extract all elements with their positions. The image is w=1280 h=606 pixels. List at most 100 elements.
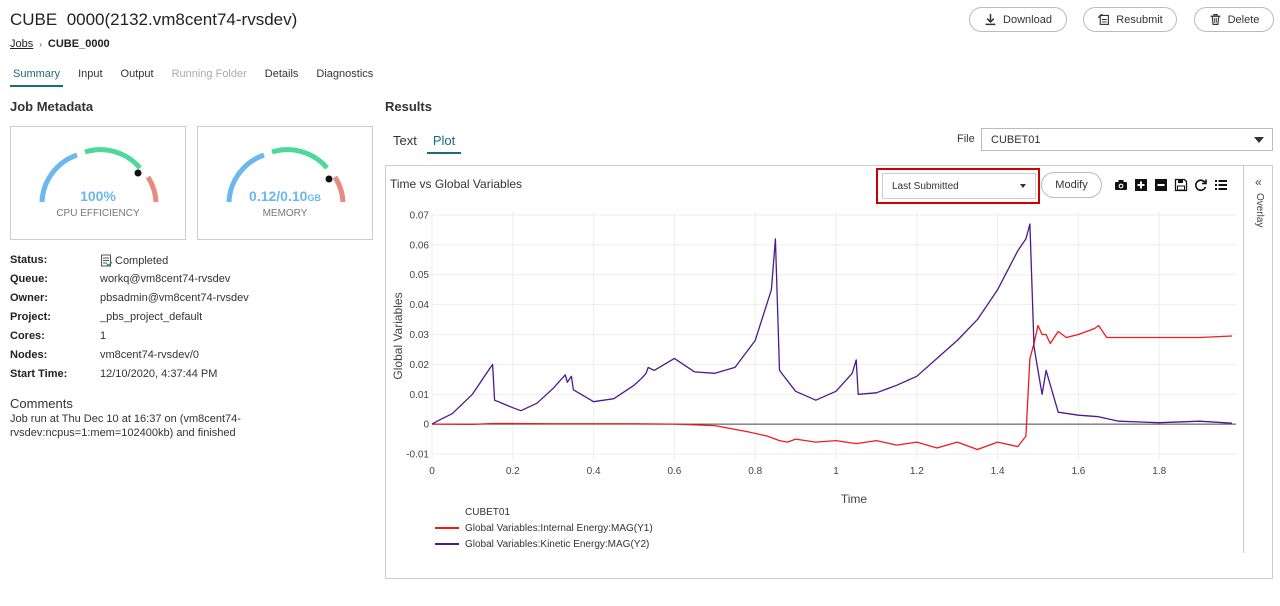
meta-key: Queue: — [10, 273, 48, 285]
meta-row-status: Status: Completed — [10, 254, 168, 267]
tab-input[interactable]: Input — [78, 68, 103, 80]
y-tick-label: 0.07 — [410, 210, 430, 221]
meta-value: workq@vm8cent74-rvsdev — [100, 273, 231, 285]
file-label: File — [957, 133, 975, 145]
gauge-segment-mid — [271, 147, 329, 170]
overlay-panel-toggle[interactable]: « Overlay — [1243, 165, 1273, 553]
cpu-efficiency-card: 100% CPU EFFICIENCY — [10, 126, 186, 240]
selection-highlight-box — [876, 168, 1040, 204]
cpu-label: CPU EFFICIENCY — [56, 208, 140, 219]
x-tick-label: 0.4 — [587, 466, 601, 477]
meta-key: Project: — [10, 311, 51, 323]
meta-value: 1 — [100, 330, 107, 342]
plot-panel — [385, 165, 1273, 579]
tab-running-folder: Running Folder — [171, 68, 247, 80]
breadcrumb: Jobs › CUBE_0000 — [10, 38, 110, 50]
camera-icon[interactable] — [1114, 178, 1128, 192]
comments-title: Comments — [10, 396, 73, 411]
plot-toolbar — [1114, 178, 1228, 192]
save-icon[interactable] — [1174, 178, 1188, 192]
y-axis-title: Global Variables — [391, 292, 405, 379]
memory-value: 0.12/0.10GB — [249, 188, 321, 204]
legend-item-series-2[interactable]: Global Variables:Kinetic Energy:MAG(Y2) — [435, 536, 653, 552]
results-title: Results — [385, 99, 432, 114]
legend-title: CUBET01 — [465, 506, 511, 518]
completed-icon — [101, 254, 113, 267]
reset-icon[interactable] — [1194, 178, 1208, 192]
chevron-down-icon — [1020, 184, 1026, 188]
download-label: Download — [1003, 13, 1052, 26]
x-tick-label: 0 — [429, 466, 435, 477]
memory-card: 0.12/0.10GB MEMORY — [197, 126, 373, 240]
file-select[interactable]: CUBET01 — [981, 128, 1273, 151]
gauge-segment-high — [332, 175, 346, 203]
meta-row-nodes: Nodes: vm8cent74-rvsdev/0 — [10, 349, 199, 361]
x-tick-label: 1.4 — [991, 466, 1005, 477]
title-prefix: CUBE — [10, 10, 58, 29]
gauge-needle-dot — [134, 169, 142, 177]
meta-value: vm8cent74-rvsdev/0 — [100, 349, 200, 361]
resubmit-button[interactable]: Resubmit — [1083, 7, 1177, 32]
x-tick-label: 0.6 — [667, 466, 681, 477]
zoom-in-icon[interactable] — [1134, 178, 1148, 192]
y-tick-label: -0.01 — [406, 450, 429, 461]
meta-row-project: Project: _pbs_project_default — [10, 311, 202, 323]
plot-title: Time vs Global Variables — [390, 177, 523, 191]
tab-text[interactable]: Text — [393, 133, 417, 148]
chevron-down-icon — [1254, 136, 1264, 143]
breadcrumb-current: CUBE_0000 — [47, 38, 110, 50]
download-button[interactable]: Download — [969, 7, 1067, 32]
breadcrumb-separator: › — [39, 39, 42, 49]
resubmit-icon — [1098, 14, 1110, 25]
meta-key: Cores: — [10, 330, 45, 342]
submission-select[interactable]: Last Submitted — [882, 173, 1036, 199]
gauge-segment-mid — [84, 147, 142, 170]
y-tick-label: 0.06 — [410, 240, 430, 251]
y-tick-label: 0.04 — [410, 300, 430, 311]
series-line-2 — [431, 223, 1233, 425]
meta-key: Owner: — [10, 292, 48, 304]
tab-details[interactable]: Details — [264, 68, 299, 80]
meta-key: Status: — [10, 254, 48, 266]
y-tick-label: 0.03 — [410, 330, 430, 341]
series-line-1 — [431, 324, 1233, 451]
y-tick-label: 0.05 — [410, 270, 430, 281]
x-axis-title: Time — [841, 492, 868, 506]
line-chart[interactable]: 0 0.2 0.4 0.6 0.8 1 1.2 1.4 1.6 1.8-0.0100.010.02… — [386, 200, 1246, 510]
comments-text: Job run at Thu Dec 10 at 16:37 on (vm8ce… — [10, 413, 241, 439]
job-tabs: Summary Input Output Running Folder Deta… — [10, 68, 388, 87]
legend-swatch — [435, 543, 459, 545]
results-tabs: Text Plot — [393, 133, 473, 154]
meta-row-owner: Owner: pbsadmin@vm8cent74-rvsdev — [10, 292, 249, 304]
meta-value: pbsadmin@vm8cent74-rvsdev — [100, 292, 249, 304]
cpu-value: 100% — [80, 188, 116, 204]
gauge-segment-low — [39, 152, 78, 203]
meta-key: Nodes: — [10, 349, 48, 361]
x-tick-label: 0.8 — [748, 466, 762, 477]
y-tick-label: 0 — [423, 420, 429, 431]
delete-label: Delete — [1227, 13, 1260, 26]
gauge-segment-high — [145, 175, 159, 203]
x-tick-label: 1.2 — [910, 466, 924, 477]
list-icon[interactable] — [1214, 178, 1228, 192]
y-tick-label: 0.02 — [410, 360, 430, 371]
x-tick-label: 0.2 — [506, 466, 520, 477]
legend-item-series-1[interactable]: Global Variables:Internal Energy:MAG(Y1) — [435, 520, 653, 536]
tab-summary[interactable]: Summary — [10, 68, 64, 87]
collapse-chevron-icon: « — [1255, 175, 1262, 189]
delete-button[interactable]: Delete — [1194, 7, 1274, 32]
tab-diagnostics[interactable]: Diagnostics — [316, 68, 374, 80]
breadcrumb-jobs-link[interactable]: Jobs — [10, 38, 34, 50]
tab-plot[interactable]: Plot — [426, 133, 462, 154]
modify-button[interactable]: Modify — [1041, 172, 1102, 198]
legend-label: Global Variables:Kinetic Energy:MAG(Y2) — [465, 538, 650, 550]
x-tick-label: 1.6 — [1071, 466, 1085, 477]
file-select-value: CUBET01 — [991, 133, 1041, 146]
meta-key: Start Time: — [10, 368, 68, 380]
tab-output[interactable]: Output — [120, 68, 154, 80]
zoom-out-icon[interactable] — [1154, 178, 1168, 192]
x-tick-label: 1.8 — [1152, 466, 1166, 477]
title-main: 0000(2132.vm8cent74-rvsdev) — [66, 10, 298, 29]
meta-value: _pbs_project_default — [100, 311, 203, 323]
job-metadata-title: Job Metadata — [10, 99, 94, 114]
